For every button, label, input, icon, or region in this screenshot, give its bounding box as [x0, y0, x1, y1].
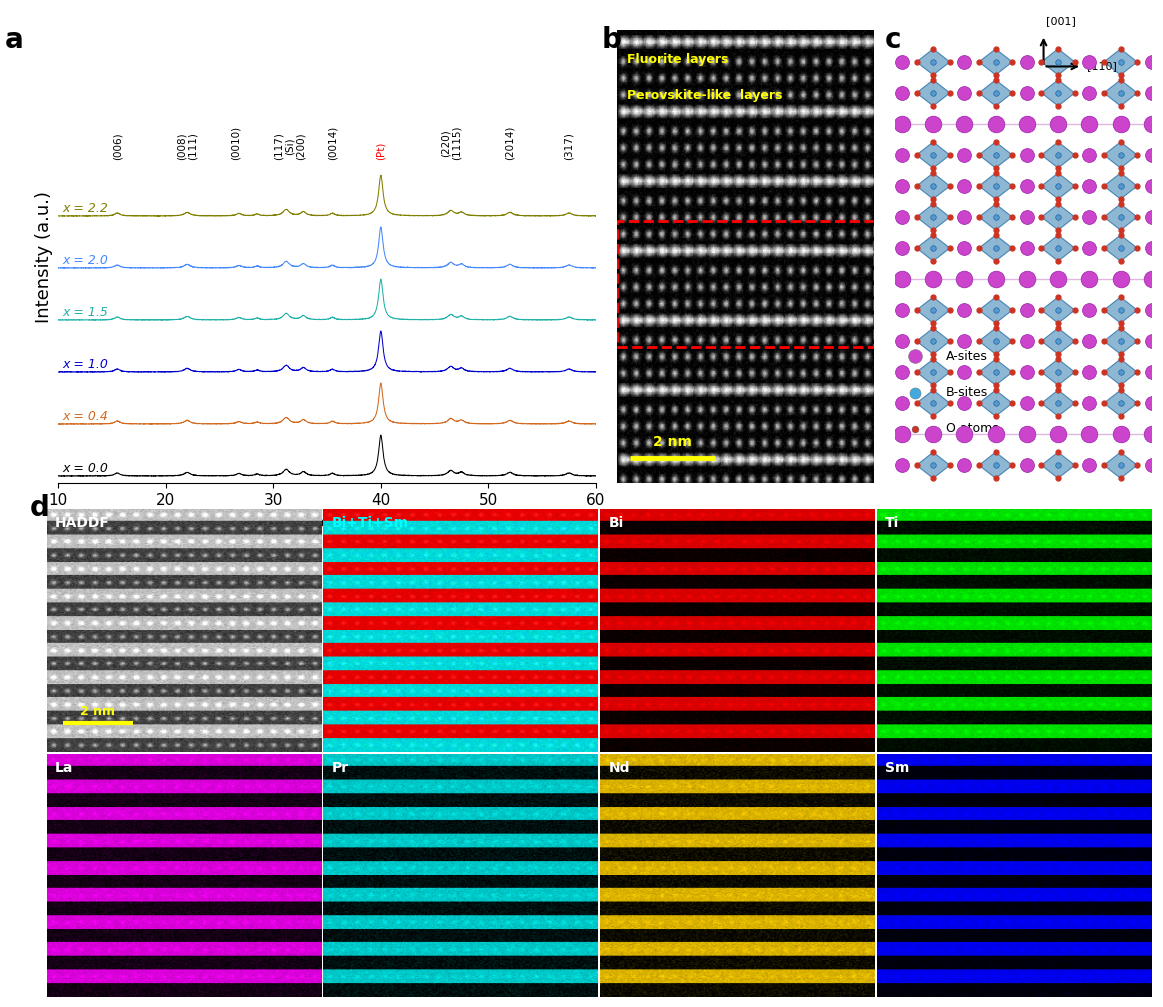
Polygon shape: [1104, 452, 1137, 478]
Polygon shape: [1104, 235, 1137, 261]
Polygon shape: [1041, 235, 1075, 261]
Text: c: c: [884, 25, 901, 53]
Text: (0014): (0014): [328, 126, 337, 160]
Polygon shape: [916, 80, 950, 106]
Text: Bi+Ti+Sm: Bi+Ti+Sm: [331, 516, 408, 530]
Text: x = 2.0: x = 2.0: [63, 254, 108, 267]
Polygon shape: [979, 452, 1012, 478]
Polygon shape: [979, 390, 1012, 416]
Text: d: d: [30, 494, 50, 522]
Text: (2014): (2014): [505, 126, 515, 160]
Polygon shape: [916, 204, 950, 230]
Polygon shape: [979, 80, 1012, 106]
Text: La: La: [55, 761, 73, 775]
Polygon shape: [1104, 142, 1137, 168]
Text: x = 2.2: x = 2.2: [63, 201, 108, 214]
X-axis label: 2θ (degree): 2θ (degree): [274, 514, 380, 532]
Text: B-sites: B-sites: [946, 387, 989, 399]
Polygon shape: [979, 297, 1012, 323]
Polygon shape: [1104, 80, 1137, 106]
Text: 2 nm: 2 nm: [80, 705, 115, 718]
Polygon shape: [1041, 142, 1075, 168]
Polygon shape: [1104, 49, 1137, 75]
Polygon shape: [1104, 390, 1137, 416]
Polygon shape: [1104, 297, 1137, 323]
Text: 2 nm: 2 nm: [652, 435, 692, 449]
Polygon shape: [1104, 359, 1137, 386]
Text: [001]: [001]: [1047, 16, 1076, 25]
Polygon shape: [979, 173, 1012, 199]
Polygon shape: [1104, 328, 1137, 354]
Polygon shape: [1041, 204, 1075, 230]
Text: Ti: Ti: [885, 516, 899, 530]
Y-axis label: Intensity (a.u.): Intensity (a.u.): [35, 190, 52, 323]
Polygon shape: [1041, 359, 1075, 386]
Polygon shape: [979, 328, 1012, 354]
Polygon shape: [979, 204, 1012, 230]
Polygon shape: [1041, 173, 1075, 199]
Polygon shape: [1041, 390, 1075, 416]
Polygon shape: [1104, 204, 1137, 230]
Text: Perovskite-like  layers: Perovskite-like layers: [627, 90, 783, 102]
Polygon shape: [916, 359, 950, 386]
Polygon shape: [916, 452, 950, 478]
Polygon shape: [1041, 49, 1075, 75]
Text: O atoms: O atoms: [946, 423, 999, 435]
Text: a: a: [5, 25, 23, 53]
Polygon shape: [916, 328, 950, 354]
Polygon shape: [979, 142, 1012, 168]
Text: (220)
(1115): (220) (1115): [441, 126, 462, 160]
Text: Pr: Pr: [331, 761, 349, 775]
Polygon shape: [1041, 297, 1075, 323]
Text: (117)
(Si)
(200): (117) (Si) (200): [273, 132, 305, 160]
Text: (Pt): (Pt): [376, 142, 386, 160]
Polygon shape: [916, 173, 950, 199]
Polygon shape: [1041, 80, 1075, 106]
Polygon shape: [916, 390, 950, 416]
Text: HADDF: HADDF: [55, 516, 109, 530]
Polygon shape: [979, 235, 1012, 261]
Text: Nd: Nd: [608, 761, 630, 775]
Polygon shape: [916, 142, 950, 168]
Text: (006): (006): [113, 133, 122, 160]
Text: x = 1.0: x = 1.0: [63, 357, 108, 371]
Text: x = 0.4: x = 0.4: [63, 410, 108, 423]
Polygon shape: [916, 297, 950, 323]
Polygon shape: [979, 49, 1012, 75]
Polygon shape: [1104, 173, 1137, 199]
Polygon shape: [979, 359, 1012, 386]
Text: [110]: [110]: [1087, 61, 1118, 71]
Bar: [618, 221, 873, 347]
Text: Bi: Bi: [608, 516, 623, 530]
Polygon shape: [1041, 452, 1075, 478]
Polygon shape: [1041, 328, 1075, 354]
Text: x = 0.0: x = 0.0: [63, 462, 108, 475]
Text: Sm: Sm: [885, 761, 909, 775]
Text: x = 1.5: x = 1.5: [63, 306, 108, 319]
Text: b: b: [601, 25, 621, 53]
Polygon shape: [916, 235, 950, 261]
Text: A-sites: A-sites: [946, 350, 987, 363]
Text: (008)
(111): (008) (111): [177, 132, 198, 160]
Text: (0010): (0010): [230, 126, 241, 160]
Polygon shape: [916, 49, 950, 75]
Text: (317): (317): [564, 132, 575, 160]
Text: Fluorite layers: Fluorite layers: [627, 53, 729, 65]
